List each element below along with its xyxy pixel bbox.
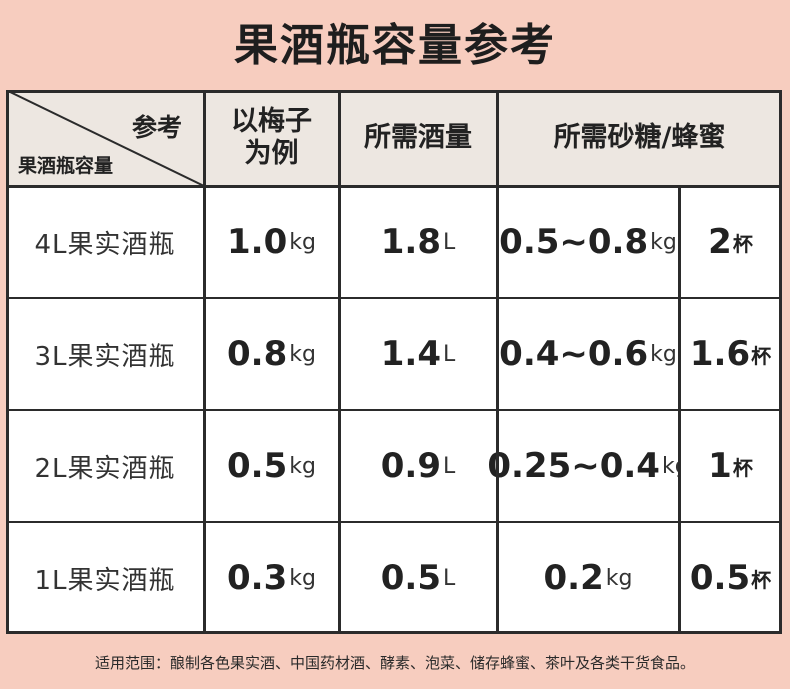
header-corner-cell: 参考 果酒瓶容量 — [6, 90, 204, 186]
header-plum-label: 以梅子 为例 — [231, 106, 312, 170]
cups-unit: 杯 — [732, 455, 753, 480]
plum-value: 0.5 — [227, 446, 288, 486]
row-label-cell: 4L果实酒瓶 — [6, 186, 204, 298]
footer-note: 适用范围：酿制各色果实酒、中国药材酒、酵素、泡菜、储存蜂蜜、茶叶及各类干货食品。 — [94, 654, 695, 672]
plum-unit: kg — [289, 565, 316, 591]
cups-cell: 1.6 杯 — [679, 298, 782, 410]
sugar-value: 0.25~0.4 — [487, 446, 660, 486]
sugar-cell: 0.25~0.4 kg — [487, 410, 689, 522]
row-label: 4L果实酒瓶 — [34, 229, 176, 260]
liquor-cell: 0.5 L — [339, 522, 497, 634]
plum-cell: 0.3 kg — [204, 522, 339, 634]
header-liquor-label: 所需酒量 — [364, 122, 472, 153]
page-title: 果酒瓶容量参考 — [234, 20, 556, 71]
liquor-value: 1.4 — [380, 334, 441, 374]
liquor-unit: L — [442, 229, 456, 255]
liquor-unit: L — [442, 341, 456, 367]
liquor-value: 0.9 — [380, 446, 441, 486]
grid-line — [678, 186, 681, 634]
grid-line — [496, 90, 499, 634]
header-plum-line1: 以梅子 — [231, 106, 312, 137]
grid-line — [779, 90, 782, 634]
plum-value: 1.0 — [227, 222, 288, 262]
cups-unit: 杯 — [751, 343, 772, 368]
cups-value: 1.6 — [689, 334, 751, 374]
row-label: 1L果实酒瓶 — [34, 565, 176, 596]
plum-cell: 0.5 kg — [204, 410, 339, 522]
sugar-unit: kg — [650, 229, 677, 255]
liquor-cell: 1.4 L — [339, 298, 497, 410]
corner-bottom-label: 果酒瓶容量 — [18, 155, 114, 177]
header-sugar-label: 所需砂糖/蜂蜜 — [553, 122, 726, 153]
cups-unit: 杯 — [751, 567, 772, 592]
cups-value: 2 — [708, 222, 732, 262]
row-label: 3L果实酒瓶 — [34, 341, 176, 372]
sugar-cell: 0.4~0.6 kg — [497, 298, 679, 410]
row-label-cell: 2L果实酒瓶 — [6, 410, 204, 522]
liquor-value: 0.5 — [380, 558, 441, 598]
liquor-cell: 0.9 L — [339, 410, 497, 522]
plum-cell: 1.0 kg — [204, 186, 339, 298]
header-sugar: 所需砂糖/蜂蜜 — [497, 90, 782, 186]
plum-cell: 0.8 kg — [204, 298, 339, 410]
grid-line — [6, 409, 782, 411]
grid-line — [6, 521, 782, 523]
header-plum-line2: 为例 — [244, 138, 299, 169]
grid-line — [6, 185, 782, 188]
liquor-unit: L — [442, 565, 456, 591]
cups-value: 0.5 — [689, 558, 751, 598]
capacity-table: 参考 果酒瓶容量 以梅子 为例 所需酒量 所需砂糖/蜂蜜 4L果实酒瓶 1.0 k… — [6, 90, 782, 634]
sugar-unit: kg — [650, 341, 677, 367]
sugar-value: 0.5~0.8 — [499, 222, 649, 262]
grid-line — [6, 90, 782, 93]
cups-unit: 杯 — [732, 231, 753, 256]
sugar-cell: 0.5~0.8 kg — [497, 186, 679, 298]
grid-line — [203, 90, 206, 634]
liquor-value: 1.8 — [380, 222, 441, 262]
grid-line — [338, 90, 341, 634]
diagonal-divider — [6, 90, 204, 186]
sugar-cell: 0.2 kg — [497, 522, 679, 634]
liquor-cell: 1.8 L — [339, 186, 497, 298]
grid-line — [6, 90, 9, 634]
sugar-value: 0.2 — [543, 558, 604, 598]
cups-value: 1 — [708, 446, 732, 486]
row-label-cell: 3L果实酒瓶 — [6, 298, 204, 410]
row-label: 2L果实酒瓶 — [34, 453, 176, 484]
sugar-unit: kg — [605, 565, 633, 591]
plum-value: 0.3 — [227, 558, 288, 598]
header-plum: 以梅子 为例 — [204, 90, 339, 186]
plum-value: 0.8 — [227, 334, 288, 374]
plum-unit: kg — [289, 229, 316, 255]
plum-unit: kg — [289, 453, 316, 479]
corner-top-label: 参考 — [131, 113, 182, 142]
cups-cell: 0.5 杯 — [679, 522, 782, 634]
sugar-value: 0.4~0.6 — [499, 334, 649, 374]
header-liquor: 所需酒量 — [339, 90, 497, 186]
plum-unit: kg — [289, 341, 316, 367]
liquor-unit: L — [442, 453, 456, 479]
grid-line — [6, 297, 782, 299]
grid-line — [6, 631, 782, 634]
row-label-cell: 1L果实酒瓶 — [6, 522, 204, 634]
